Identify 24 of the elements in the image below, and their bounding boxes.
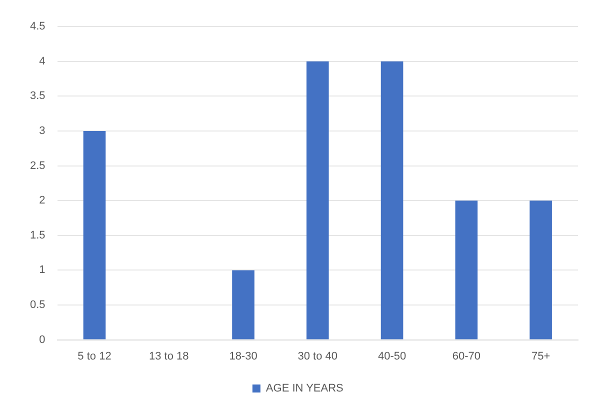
bar (455, 200, 478, 340)
bar (83, 131, 106, 340)
y-tick-label: 0.5 (30, 299, 46, 312)
bar (232, 270, 254, 340)
x-tick-label: 30 to 40 (298, 350, 338, 362)
y-tick-label: 1 (39, 264, 46, 276)
x-tick-label: 60-70 (452, 350, 480, 362)
legend-label: AGE IN YEARS (266, 382, 344, 395)
bar (306, 61, 329, 340)
y-tick-label: 3.5 (30, 90, 46, 102)
x-tick-label: 13 to 18 (148, 350, 189, 362)
y-tick-label: 4.5 (30, 20, 46, 33)
x-tick-label: 18-30 (229, 350, 258, 362)
x-tick-label: 40-50 (378, 350, 406, 362)
y-tick-label: 0 (39, 334, 46, 346)
x-tick-label: 5 to 12 (78, 350, 112, 362)
y-tick-label: 1.5 (30, 229, 46, 242)
y-tick-label: 3 (39, 125, 46, 138)
y-tick-label: 4 (39, 55, 46, 68)
x-tick-label: 75+ (531, 350, 550, 362)
bar (380, 61, 404, 340)
y-tick-label: 2.5 (30, 160, 46, 172)
y-tick-label: 2 (39, 194, 46, 207)
bar (530, 200, 552, 340)
